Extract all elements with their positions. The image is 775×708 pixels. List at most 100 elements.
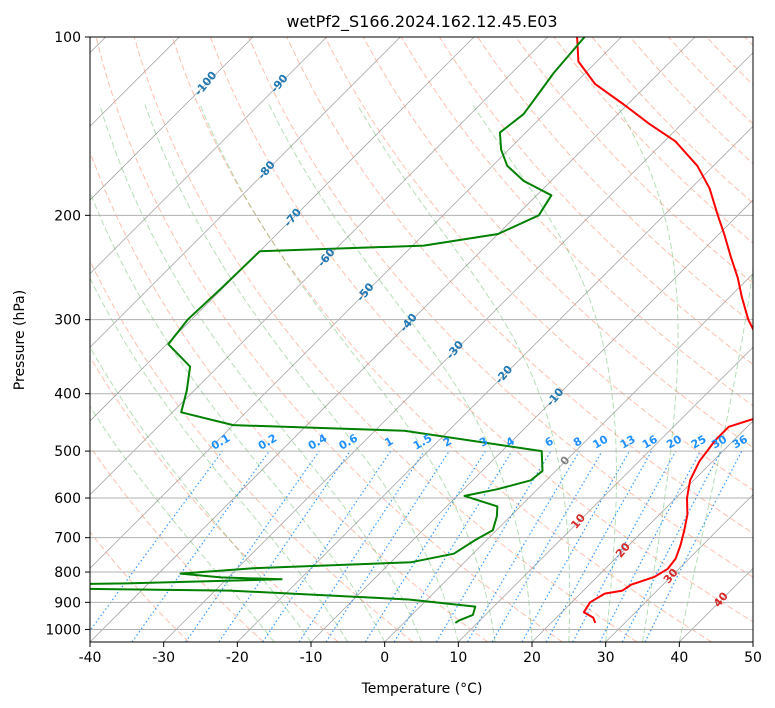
x-tick-label: -30 [152, 650, 175, 666]
mixing-ratio-label: 13 [618, 433, 638, 452]
isotherm-line [237, 125, 753, 642]
moist-adiabat [616, 104, 679, 642]
mixing-ratio-line [218, 450, 351, 642]
dry-adiabat [133, 37, 638, 642]
dry-adiabat [515, 37, 753, 284]
dry-adiabat [286, 37, 753, 534]
y-tick-label: 1000 [45, 622, 81, 638]
mixing-ratio-line [545, 450, 653, 642]
moist-adiabat [90, 277, 349, 642]
dry-adiabat [400, 37, 753, 407]
dry-adiabat [90, 259, 414, 642]
y-axis: 100 200 300 400 500 600 700 800 900 1000 [45, 30, 90, 638]
dry-adiabat [744, 37, 753, 47]
y-tick-label: 400 [54, 387, 81, 403]
isotherm-line [90, 37, 622, 569]
mixing-ratio-line [572, 450, 677, 642]
dry-adiabat [90, 445, 264, 642]
isotherm-line [90, 37, 475, 422]
y-tick-label: 700 [54, 531, 81, 547]
plot-frame [89, 36, 754, 643]
mixing-ratio-label: 8 [571, 435, 584, 450]
dry-adiabat [438, 37, 753, 366]
y-tick-label: 600 [54, 491, 81, 507]
moist-adiabat [356, 104, 571, 642]
moist-adiabat [90, 190, 386, 642]
isotherm-label: 20 [613, 540, 633, 560]
x-tick-label: -10 [300, 650, 323, 666]
mixing-ratio-line [435, 450, 552, 642]
mixing-ratio-label: 1 [382, 435, 395, 450]
isotherm-line [531, 420, 753, 642]
x-tick-label: -40 [79, 650, 102, 666]
x-tick-label: 30 [597, 650, 615, 666]
mixing-ratio-label: 10 [591, 432, 611, 451]
mixing-ratio-line [644, 450, 743, 642]
x-tick-label: 10 [449, 650, 467, 666]
mixing-ratio-label: 0.4 [306, 431, 330, 452]
mixing-ratio-label: 20 [664, 432, 684, 451]
isotherm-line [90, 37, 548, 496]
x-tick-label: 40 [670, 650, 688, 666]
mixing-ratio-label: 30 [709, 432, 729, 451]
isotherm-line [90, 37, 696, 642]
mixing-ratio-line [466, 450, 580, 642]
isotherm-line [384, 273, 753, 642]
isotherm-label: 30 [661, 566, 681, 586]
x-axis-label: Temperature (°C) [361, 681, 483, 697]
moist-adiabat [199, 104, 496, 642]
y-axis-label: Pressure (hPa) [12, 290, 28, 390]
isotherm-line [90, 37, 401, 348]
dewpoint-profile [90, 37, 586, 624]
moist-adiabat [678, 264, 753, 642]
y-tick-label: 100 [54, 30, 81, 46]
moist-adiabat [268, 104, 533, 642]
dry-adiabat [90, 150, 488, 642]
mixing-ratio-label: 16 [640, 432, 660, 451]
dry-adiabat [668, 37, 753, 125]
y-tick-label: 800 [54, 565, 81, 581]
isotherm-line [90, 37, 254, 201]
isotherm-line [679, 567, 753, 642]
dry-adiabat [210, 37, 753, 623]
mixing-ratio-line [325, 450, 450, 642]
dry-adiabat [248, 37, 753, 578]
mixing-ratio-line [262, 450, 392, 642]
moist-adiabat [90, 346, 312, 642]
mixing-ratio-line [521, 450, 631, 642]
dry-adiabat [171, 37, 712, 642]
isotherm-label: 10 [568, 511, 588, 531]
mixing-ratio-label: 36 [730, 432, 750, 451]
moist-adiabat [99, 104, 422, 642]
dry-adiabat [706, 37, 753, 86]
x-tick-label: 20 [523, 650, 541, 666]
isotherm-line [752, 641, 753, 642]
x-tick-label: 0 [380, 650, 389, 666]
mixing-ratio-label: 3 [477, 435, 490, 450]
y-tick-label: 900 [54, 595, 81, 611]
mixing-ratio-line [185, 450, 320, 642]
y-tick-label: 500 [54, 444, 81, 460]
isotherm-line [605, 494, 753, 642]
isotherm-line [458, 346, 753, 642]
temperature-profile [576, 37, 753, 624]
isotherm-line [90, 37, 327, 275]
isotherm-line [310, 199, 753, 642]
pressure-gridlines [90, 37, 753, 630]
moist-adiabat [90, 405, 275, 642]
isotherm-line [163, 52, 753, 642]
chart-title: wetPf2_S166.2024.162.12.45.E03 [286, 12, 557, 32]
background-lines [90, 37, 753, 642]
dry-adiabat [95, 37, 563, 642]
mixing-ratio-label: 0.1 [209, 432, 232, 453]
y-tick-label: 200 [54, 208, 81, 224]
mixing-ratio-line [131, 450, 270, 642]
dry-adiabat [90, 356, 339, 642]
y-tick-label: 300 [54, 313, 81, 329]
x-axis: -40 -30 -20 -10 0 10 20 30 40 50 [79, 642, 762, 666]
mixing-ratio-label: 25 [689, 433, 709, 452]
mixing-ratio-line [298, 450, 425, 642]
series-layer [90, 37, 753, 624]
mixing-ratio-line [90, 450, 223, 632]
